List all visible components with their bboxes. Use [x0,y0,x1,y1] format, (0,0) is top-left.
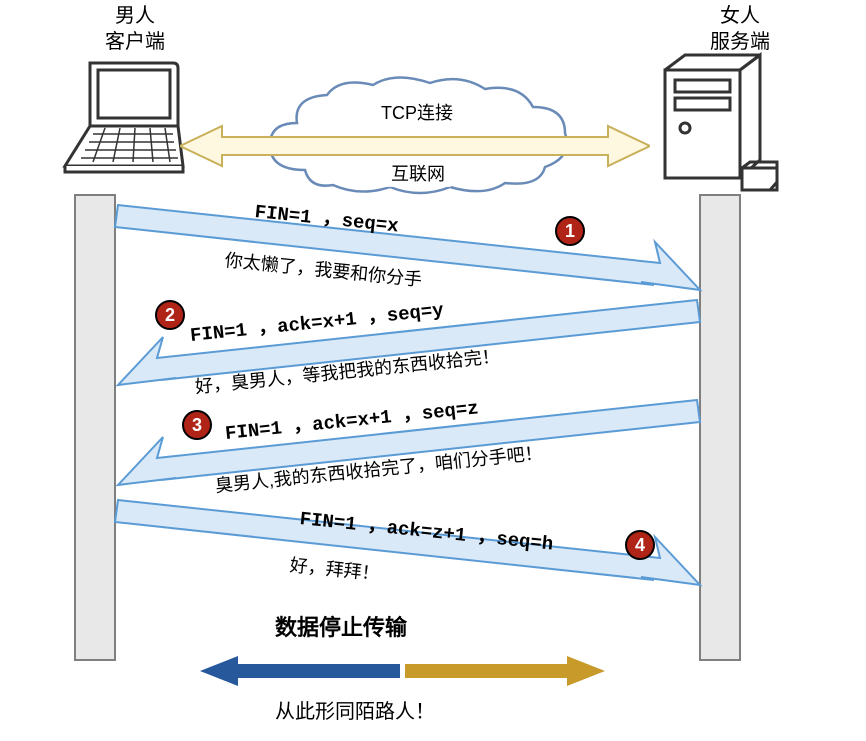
arrow-step-4 [115,500,700,585]
step1-badge: 1 [555,216,585,246]
step2-badge: 2 [155,300,185,330]
step4-badge: 4 [625,530,655,560]
stop-label: 数据停止传输 [275,610,407,642]
client-lifeline [75,195,115,660]
final-label: 从此形同陌路人！ [275,695,435,724]
footer-arrows [200,656,605,686]
step3-badge: 3 [182,410,212,440]
server-lifeline [700,195,740,660]
